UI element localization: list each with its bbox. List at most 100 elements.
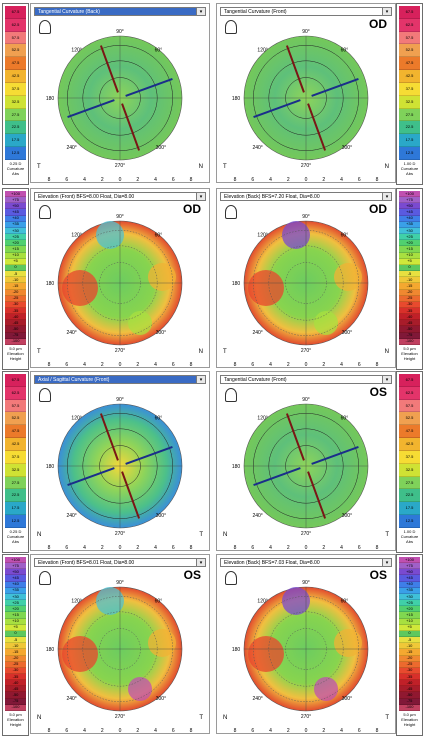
orientation-right: T [199,715,203,721]
x-axis-tick: 6 [172,728,175,734]
x-axis-tick: 4 [83,545,86,551]
map-type-select[interactable]: Elevation (Back) BFS=7.03 Float, Dia=8.0… [220,558,392,567]
scale-band: +40 [399,215,420,222]
scale-band: 57.5 [5,399,26,413]
topography-map[interactable]: 90° 270° 180 120° 60° 240° 300° 8 6 4 2 0 2 4 6 8 [31,202,209,368]
x-axis-tick: 2 [322,177,325,183]
map-type-select[interactable]: Tangential Curvature (Front) ▾ [220,375,392,384]
scale-band: -40 [5,314,26,321]
x-axis-tick: 4 [83,177,86,183]
scale-band: -20 [5,289,26,296]
map-type-select[interactable]: Elevation (Front) BFS=8.00 Float, Dia=8.… [34,192,206,201]
scale-band: +75 [5,563,26,570]
map-type-select[interactable]: Tangential Curvature (Back) ▾ [34,7,206,16]
chevron-down-icon[interactable]: ▾ [382,8,391,15]
eye-icon[interactable] [39,20,51,34]
x-axis-tick: 4 [154,177,157,183]
eye-icon[interactable] [39,571,51,585]
scale-band: -40 [5,680,26,687]
meridian-marker [311,445,359,465]
scale-band: -50 [5,692,26,699]
scale-band: +15 [5,612,26,619]
topography-map[interactable]: 90° 270° 180 120° 60° 240° 300° 8 6 4 2 0 2 4 6 8 [217,17,395,183]
x-axis-tick: 6 [358,545,361,551]
scale-caption-line: Abs [406,171,413,176]
scale-band: 67.5 [5,6,26,19]
scale-band: 67.5 [399,374,420,387]
eye-icon[interactable] [225,20,237,34]
topography-map[interactable]: 90° 270° 180 120° 60° 240° 300° 8 6 4 2 0 2 4 6 8 [217,202,395,368]
map-panel: Elevation (Front) BFS=8.00 Float, Dia=8.… [30,188,210,368]
scale-band: +75 [399,563,420,570]
scale-band: 22.5 [5,121,26,135]
map-type-select[interactable]: Elevation (Front) BFS=8.01 Float, Dia=8.… [34,558,206,567]
scale-caption-line: 5.0 µm [403,712,416,717]
degree-label: 90° [302,580,310,586]
x-axis-tick: 4 [340,177,343,183]
scale-caption-line: Elevation [401,351,418,356]
scale-caption-line: 5.0 µm [9,346,22,351]
x-axis-tick: 8 [190,728,193,734]
scale-band: 12.5 [399,515,420,528]
scale-band: -10 [399,277,420,284]
map-type-select[interactable]: Elevation (Back) BFS=7.20 Float, Dia=8.0… [220,192,392,201]
chevron-down-icon[interactable]: ▾ [382,193,391,200]
color-scale-bands: 67.5 62.5 57.5 52.5 47.5 42.5 37.5 32.5 27.5 22.5… [5,6,26,160]
x-axis-tick: 2 [287,728,290,734]
map-type-select[interactable]: Axial / Sagittal Curvature (Front) ▾ [34,375,206,384]
scale-band: 67.5 [399,6,420,19]
scale-band: +30 [399,227,420,235]
scale-band: 62.5 [5,386,26,400]
scale-band: +10 [5,618,26,625]
degree-label: 120° [257,233,267,239]
topography-map[interactable]: 90° 270° 180 120° 60° 240° 300° 8 6 4 2 0 2 4 6 8 [31,17,209,183]
x-axis-tick: 0 [119,362,122,368]
x-axis-tick: 8 [234,545,237,551]
topography-map[interactable]: 90° 270° 180 120° 60° 240° 300° 8 6 4 2 0 2 4 6 8 [31,385,209,551]
scale-band: -35 [5,673,26,681]
eye-icon[interactable] [39,205,51,219]
scale-band: +25 [5,600,26,607]
eye-icon[interactable] [225,205,237,219]
elevation-zone [148,263,176,291]
eye-icon[interactable] [225,571,237,585]
elevation-zone [314,677,338,701]
scale-band: +75 [5,197,26,204]
chevron-down-icon[interactable]: ▾ [382,376,391,383]
scale-band: 32.5 [399,95,420,109]
degree-label: 180 [232,464,241,470]
scale-band: +100 [5,191,26,198]
degree-label: 90° [116,397,124,403]
chevron-down-icon[interactable]: ▾ [196,8,205,15]
scale-band: -10 [5,277,26,284]
scale-band: -5 [5,637,26,644]
color-scale-right: +100 +75 +50 +45 +40 +35 +30 +25 +20 +15 +10 +5 0 -5-… [396,188,423,370]
x-axis-tick: 2 [101,545,104,551]
eye-icon[interactable] [39,388,51,402]
chevron-down-icon[interactable]: ▾ [196,559,205,566]
x-axis-tick: 6 [251,728,254,734]
x-axis-tick: 0 [119,177,122,183]
scale-band: -10 [5,643,26,650]
orientation-left: T [223,164,227,170]
scale-band: +5 [399,624,420,631]
chevron-down-icon[interactable]: ▾ [382,559,391,566]
map-type-select[interactable]: Tangential Curvature (Front) ▾ [220,7,392,16]
scale-band: 17.5 [5,134,26,148]
degree-label: 180 [232,96,241,102]
chevron-down-icon[interactable]: ▾ [196,376,205,383]
topography-map[interactable]: 90° 270° 180 120° 60° 240° 300° 8 6 4 2 0 2 4 6 8 [31,568,209,734]
scale-band: -30 [5,667,26,674]
color-scale-bands: +100 +75 +50 +45 +40 +35 +30 +25 +20 +15 +10 +5 0 -5-… [399,191,420,345]
chevron-down-icon[interactable]: ▾ [196,193,205,200]
topography-map[interactable]: 90° 270° 180 120° 60° 240° 300° 8 6 4 2 0 2 4 6 8 [217,385,395,551]
scale-band: +5 [5,258,26,265]
eye-icon[interactable] [225,388,237,402]
x-axis-tick: 6 [358,728,361,734]
x-axis-tick: 2 [322,545,325,551]
scale-band: -20 [5,655,26,662]
scale-band: +35 [5,221,26,228]
degree-label: 300° [342,696,352,702]
elevation-zone [248,636,284,672]
topography-map[interactable]: 90° 270° 180 120° 60° 240° 300° 8 6 4 2 0 2 4 6 8 [217,568,395,734]
